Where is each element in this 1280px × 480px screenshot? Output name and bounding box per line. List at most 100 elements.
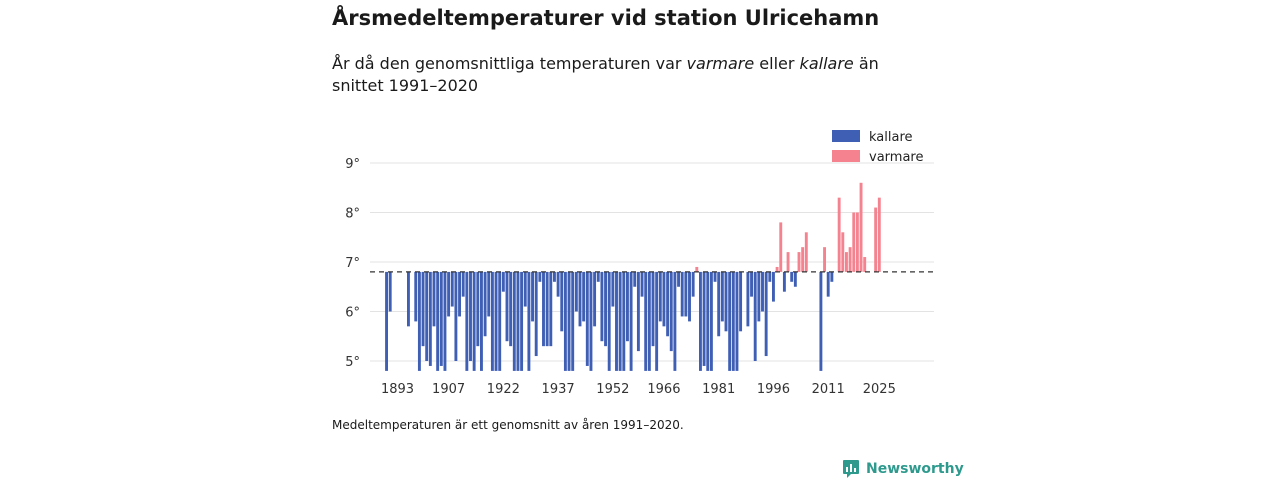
bar-colder [793,271,797,287]
bar-colder [640,271,644,297]
bar-warmer [695,266,699,272]
bar-colder [385,271,388,371]
bar-colder [443,271,447,371]
bar-colder [582,271,586,322]
bar-colder [772,271,775,302]
bar-colder [633,271,637,287]
bars [385,182,881,371]
bar-warmer [874,207,878,272]
subtitle-suffix: än snittet 1991–2020 [332,54,879,95]
bar-colder [629,271,633,371]
bar-colder [520,271,524,371]
x-tick-label: 2011 [812,382,845,397]
bar-colder [509,271,513,347]
bar-warmer [797,252,801,272]
y-tick-label: 7° [345,256,360,271]
x-tick-label: 2025 [863,382,896,397]
bar-colder [454,271,458,361]
x-tick-label: 1952 [596,382,629,397]
bar-colder [669,271,673,352]
bar-colder [684,271,688,317]
newsworthy-logo-icon [843,460,859,478]
bar-colder [768,271,772,282]
bar-colder [717,271,721,337]
bar-colder [556,271,560,297]
bar-warmer [855,212,859,272]
bar-colder [746,271,750,327]
bar-colder [819,271,823,371]
bar-colder [644,271,648,371]
bar-colder [498,271,502,371]
bar-colder [501,271,505,292]
bar-colder [571,271,575,371]
bar-colder [750,271,753,297]
x-tick-label: 1981 [702,382,735,397]
bar-colder [706,271,710,371]
bar-colder [655,271,659,371]
bar-colder [472,271,476,371]
bar-colder [490,271,494,371]
x-tick-label: 1966 [647,382,680,397]
bar-colder [724,271,728,332]
bar-colder [593,271,597,327]
chart-title: Årsmedeltemperaturer vid station Ulriceh… [332,6,880,30]
bar-colder [563,271,567,371]
y-tick-label: 5° [345,355,360,370]
bar-warmer [852,212,856,272]
brand-name: Newsworthy [866,461,964,477]
bar-warmer [823,247,826,272]
bar-colder [585,271,589,366]
bar-colder [680,271,684,317]
legend-label-colder: kallare [869,130,913,145]
bar-colder [531,271,534,322]
bar-colder [677,271,680,287]
bar-colder [527,271,531,371]
bar-colder [487,271,491,317]
bar-colder [549,271,553,347]
bar-colder [702,271,706,366]
bar-warmer [801,247,805,272]
bar-colder [596,271,600,282]
footnote: Medeltemperaturen är ett genomsnitt av å… [332,418,684,432]
bar-colder [709,271,713,371]
y-axis-ticks: 5° 6° 7° 8° 9° [345,157,360,370]
bar-colder [560,271,564,332]
bar-colder [421,271,425,347]
x-axis-ticks: 1893 1907 1922 1937 1952 1966 1981 1996 2011 2025 [381,382,896,397]
bar-colder [574,271,578,312]
bar-colder [830,271,834,282]
bar-colder [447,271,451,317]
bar-colder [436,271,440,371]
bar-colder [465,271,469,371]
bar-warmer [845,252,848,272]
bar-warmer [786,252,790,272]
legend-swatch-warmer [832,150,860,162]
bar-colder [483,271,487,337]
brand: Newsworthy [842,459,964,479]
bar-colder [739,271,743,332]
bar-colder [647,271,651,371]
x-tick-label: 1922 [487,382,520,397]
bar-colder [545,271,549,347]
bar-colder [626,271,629,342]
bar-warmer [779,222,783,272]
bar-colder [666,271,670,337]
bar-warmer [775,266,779,272]
bar-warmer [877,197,881,272]
bar-colder [578,271,582,327]
bar-warmer [859,182,863,272]
bar-colder [622,271,626,371]
subtitle-middle: eller [754,54,800,73]
bar-colder [476,271,480,347]
bar-colder [688,271,691,322]
y-tick-label: 9° [345,157,360,172]
bar-colder [764,271,768,357]
bar-colder [651,271,655,347]
bar-colder [636,271,640,352]
legend-swatch-colder [832,130,860,142]
y-tick-label: 6° [345,306,360,321]
bar-colder [607,271,611,371]
bar-colder [480,271,483,371]
bar-colder [611,271,615,307]
bar-warmer [863,257,867,272]
